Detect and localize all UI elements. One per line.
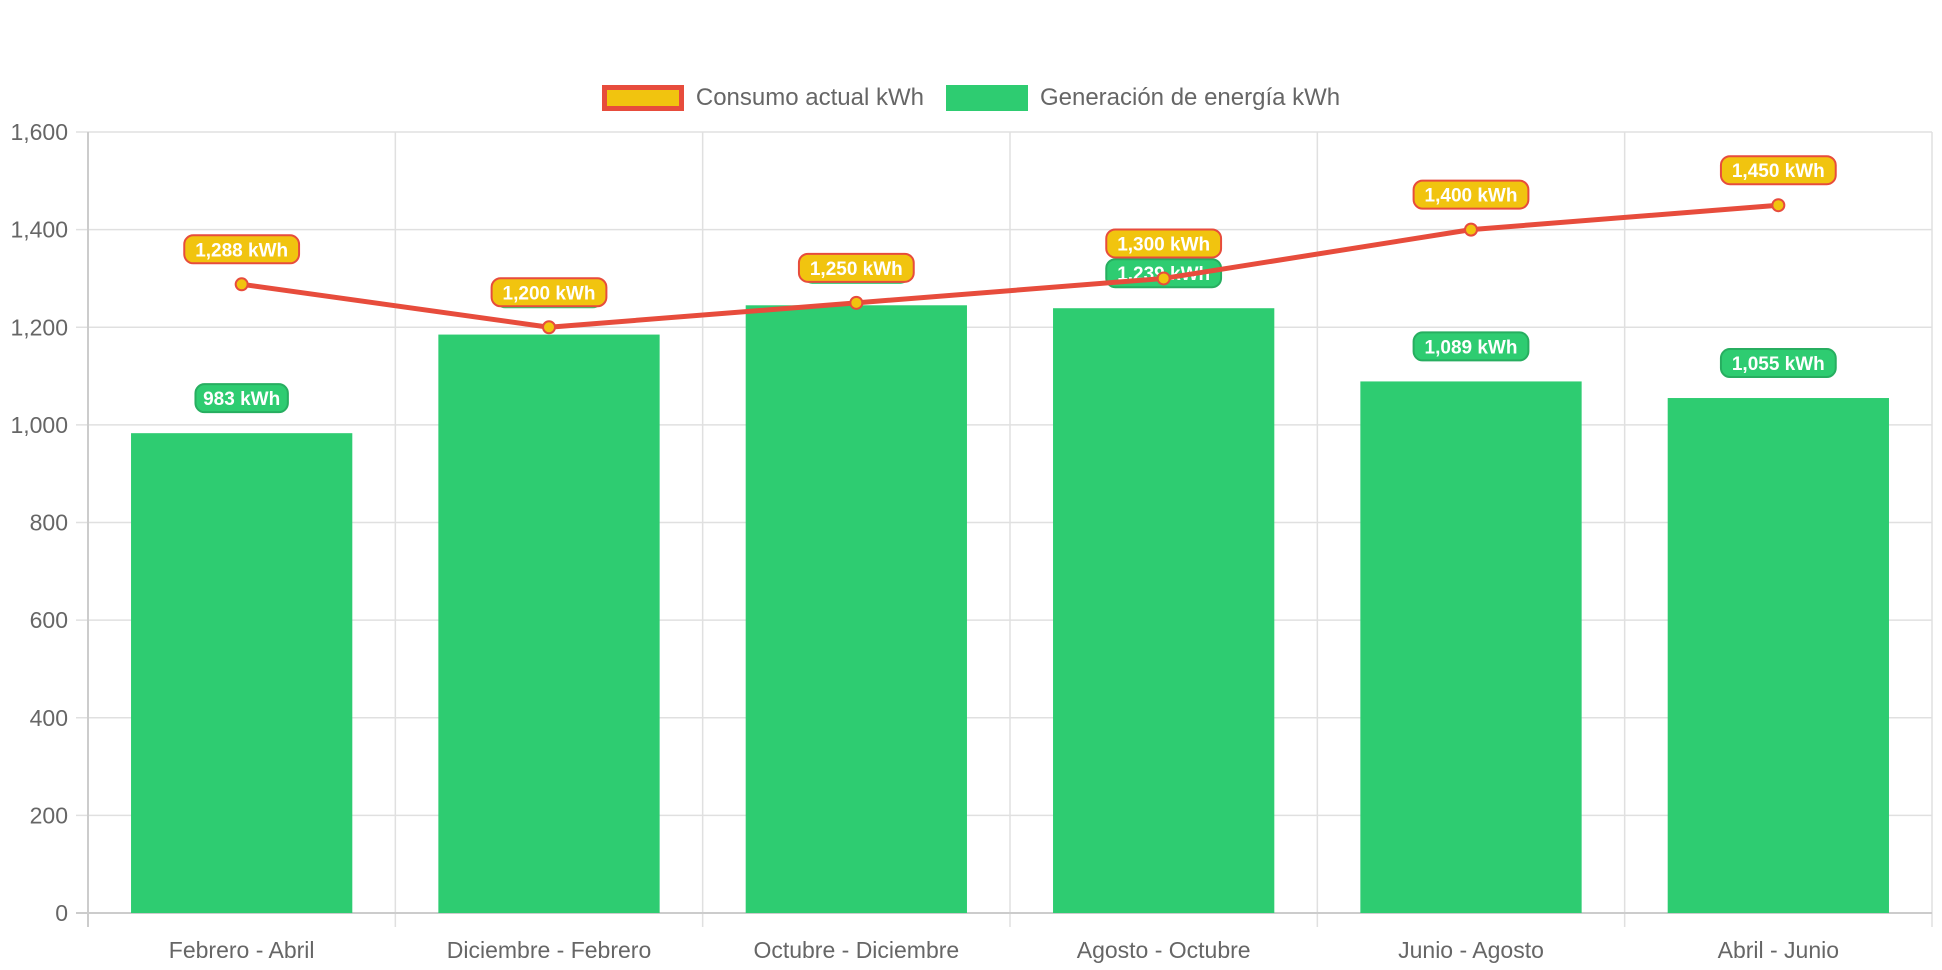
data-label-consumo-bg [1412,179,1530,210]
point-consumo [1156,271,1171,286]
data-label-consumo: 1,288 kWh [195,240,288,261]
bar-generacion [1053,308,1275,913]
legend: Consumo actual kWh Generación de energía… [0,84,1942,112]
legend-item-consumo[interactable]: Consumo actual kWh [601,84,924,112]
data-label-consumo: 1,300 kWh [1117,234,1210,255]
y-tick-label: 1,400 [10,217,68,243]
legend-swatch-consumo [601,85,684,111]
point-consumo [849,295,864,310]
data-label-consumo-bg [183,234,301,265]
data-label-generacion-bg [1412,331,1530,362]
y-tick-label: 800 [30,510,68,536]
point-consumo [1464,222,1478,237]
legend-label-generacion: Generación de energía kWh [1039,84,1341,111]
bar-generacion [131,433,353,913]
x-tick-label: Agosto - Octubre [1077,937,1251,963]
bar-generacion [745,305,967,913]
data-label-consumo-bg [1105,228,1223,259]
y-tick-label: 400 [30,705,68,731]
point-consumo [1771,198,1786,213]
line-consumo [241,202,1779,330]
y-tick-label: 1,600 [10,119,68,145]
y-tick-label: 0 [55,900,68,926]
data-label-consumo-bg [490,277,608,308]
point-consumo [542,320,556,335]
x-tick-label: Octubre - Diciembre [753,937,959,963]
bar-generacion [1360,381,1582,913]
data-label-generacion-bg [194,383,289,414]
data-label-generacion-bg [1719,348,1837,379]
data-label-generacion: 1,055 kWh [1732,354,1825,375]
point-consumo [234,277,249,292]
data-label-consumo: 1,400 kWh [1425,186,1518,207]
y-tick-label: 1,200 [10,314,68,340]
x-tick-label: Diciembre - Febrero [447,937,652,963]
x-tick-label: Abril - Junio [1718,937,1839,963]
data-label-consumo-bg [797,252,915,283]
data-label-consumo: 1,250 kWh [810,259,903,280]
data-label-generacion: 983 kWh [203,389,280,410]
legend-item-generacion[interactable]: Generación de energía kWh [945,84,1341,112]
bar-generacion [1667,398,1889,913]
x-tick-label: Junio - Agosto [1398,937,1544,963]
bar-generacion [438,334,660,913]
data-label-consumo: 1,200 kWh [503,283,596,304]
y-tick-label: 1,000 [10,412,68,438]
x-tick-label: Febrero - Abril [169,937,315,963]
y-tick-label: 200 [30,802,68,828]
data-label-generacion: 1,089 kWh [1425,337,1518,358]
data-label-consumo: 1,450 kWh [1732,161,1825,182]
y-tick-label: 600 [30,607,68,633]
legend-label-consumo: Consumo actual kWh [695,84,924,111]
legend-swatch-generacion [945,85,1028,111]
data-label-consumo-bg [1719,155,1837,186]
